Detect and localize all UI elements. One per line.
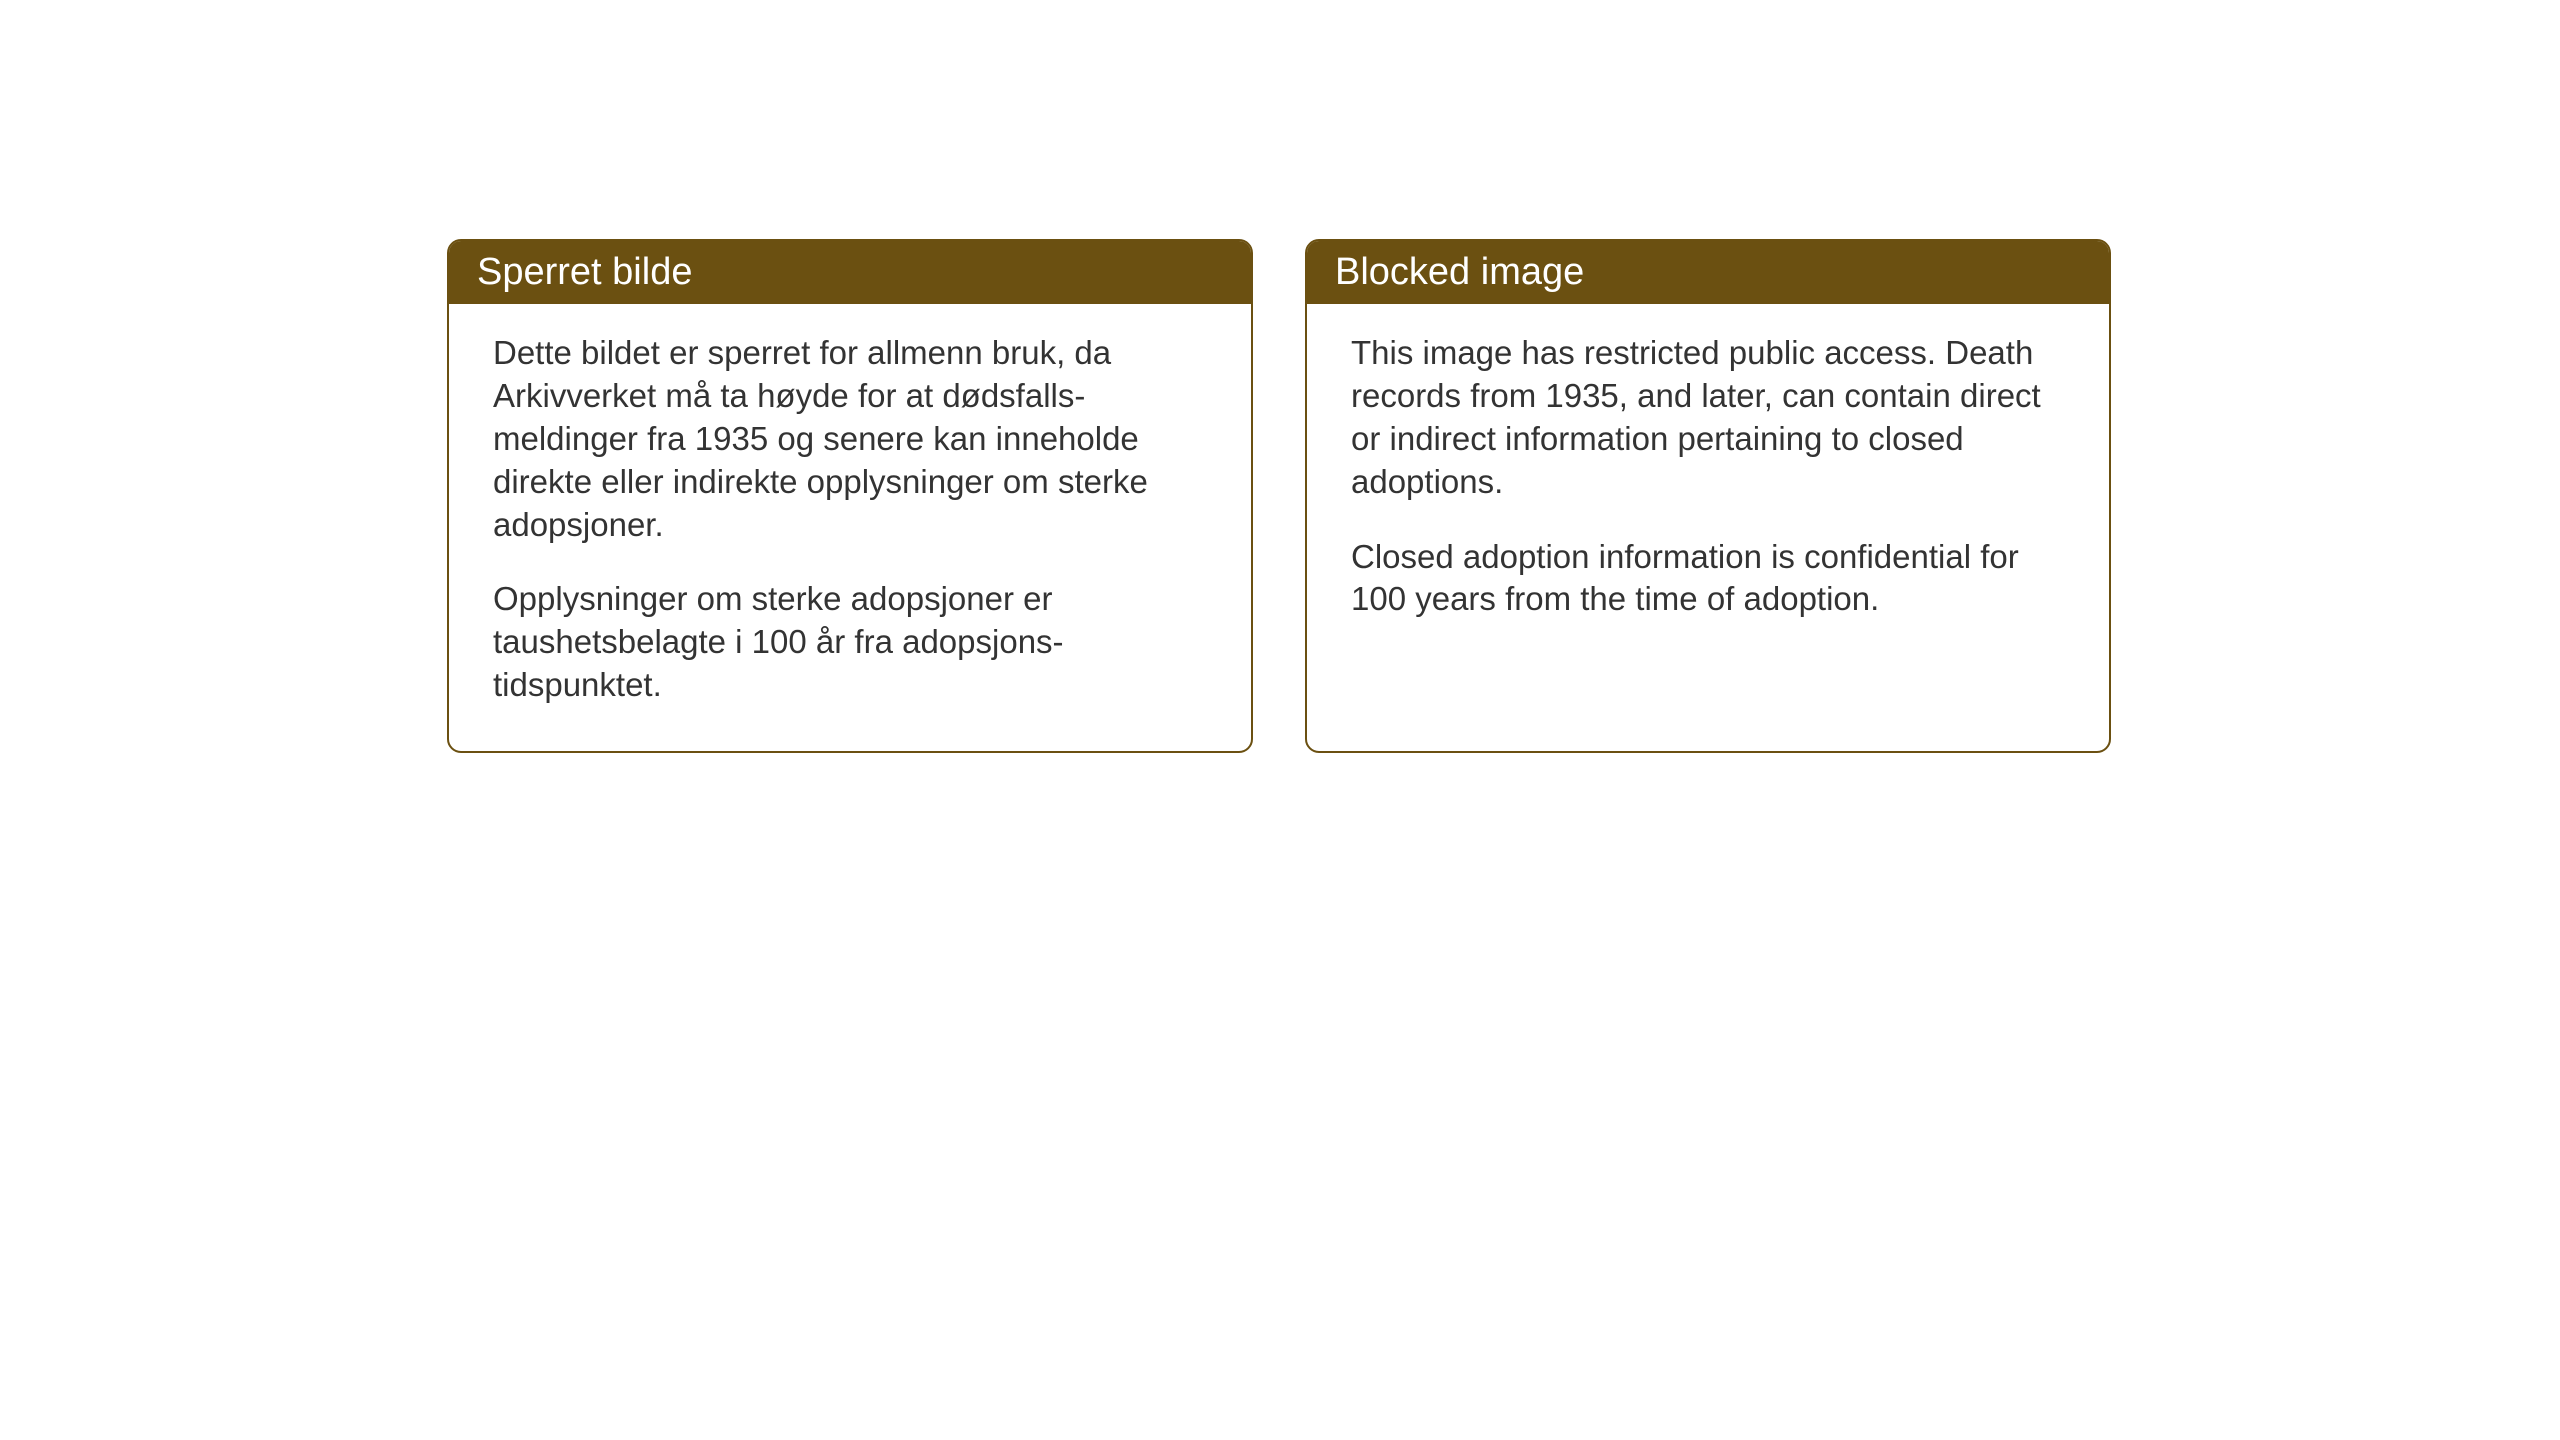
- norwegian-paragraph-1: Dette bildet er sperret for allmenn bruk…: [493, 332, 1207, 546]
- notice-container: Sperret bilde Dette bildet er sperret fo…: [447, 239, 2111, 753]
- english-notice-box: Blocked image This image has restricted …: [1305, 239, 2111, 753]
- norwegian-notice-box: Sperret bilde Dette bildet er sperret fo…: [447, 239, 1253, 753]
- english-paragraph-2: Closed adoption information is confident…: [1351, 536, 2065, 622]
- norwegian-paragraph-2: Opplysninger om sterke adopsjoner er tau…: [493, 578, 1207, 707]
- english-notice-body: This image has restricted public access.…: [1307, 304, 2109, 665]
- english-notice-title: Blocked image: [1307, 241, 2109, 304]
- norwegian-notice-body: Dette bildet er sperret for allmenn bruk…: [449, 304, 1251, 751]
- english-paragraph-1: This image has restricted public access.…: [1351, 332, 2065, 504]
- norwegian-notice-title: Sperret bilde: [449, 241, 1251, 304]
